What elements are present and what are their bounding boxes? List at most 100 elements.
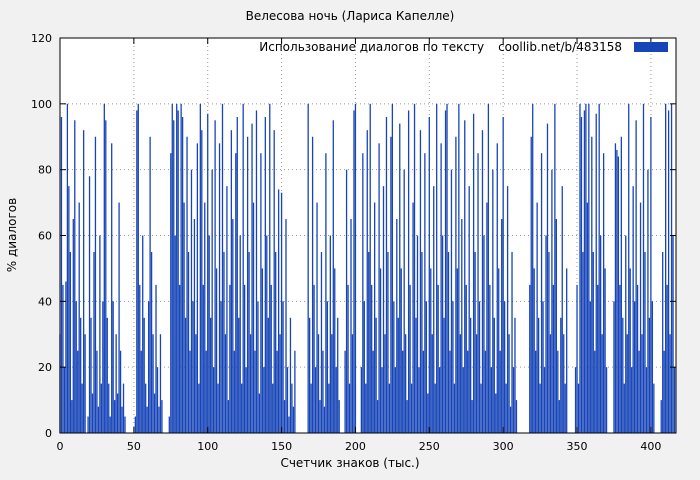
bar: [335, 367, 337, 433]
bar: [90, 317, 92, 433]
bar: [78, 202, 80, 433]
bar: [242, 103, 244, 433]
bar: [156, 367, 159, 433]
bar: [548, 251, 550, 433]
bar: [529, 284, 531, 434]
bar: [94, 136, 97, 433]
bar: [331, 334, 333, 433]
bar: [365, 383, 367, 434]
bar: [100, 383, 103, 434]
bar: [266, 235, 268, 433]
bar: [109, 416, 111, 433]
bar: [452, 301, 454, 433]
bar: [362, 153, 364, 433]
bar: [446, 103, 448, 433]
bar: [662, 251, 664, 433]
bar: [631, 367, 633, 433]
bar: [394, 367, 396, 433]
bar: [334, 268, 336, 433]
bar: [585, 103, 587, 433]
bar: [496, 143, 498, 433]
bar: [419, 130, 422, 434]
bar: [554, 103, 556, 433]
bar: [292, 406, 295, 433]
bar: [650, 117, 652, 433]
legend-source: coollib.net/b/483158: [498, 40, 622, 54]
bar: [464, 120, 466, 433]
bar: [106, 317, 108, 433]
bar: [238, 317, 240, 433]
bar: [387, 251, 389, 433]
bar: [591, 136, 593, 433]
bar: [558, 400, 560, 433]
bar: [381, 367, 383, 433]
bar: [186, 136, 188, 433]
bar: [430, 268, 432, 433]
bar: [532, 103, 534, 433]
bar: [168, 416, 170, 433]
bar: [470, 317, 472, 433]
bar: [257, 301, 259, 433]
bar: [332, 120, 334, 433]
bar: [638, 350, 640, 433]
bar: [236, 117, 238, 433]
bar: [196, 143, 199, 433]
bar: [629, 268, 631, 433]
bar: [227, 400, 230, 433]
bar: [379, 268, 382, 433]
bar: [440, 143, 442, 433]
bar: [224, 334, 227, 433]
bar: [161, 400, 163, 433]
bar: [374, 202, 376, 433]
bar: [245, 367, 247, 433]
bar: [142, 235, 144, 433]
bar: [390, 136, 392, 433]
bar: [140, 350, 142, 433]
bar: [536, 202, 538, 433]
x-tick-label: 200: [345, 440, 366, 453]
bar: [439, 367, 441, 433]
bar: [391, 103, 394, 433]
bar: [589, 301, 591, 433]
bar: [218, 143, 221, 433]
bar: [555, 219, 557, 433]
bar: [282, 301, 284, 433]
bar: [283, 400, 286, 433]
bar: [103, 103, 105, 433]
bar: [239, 235, 241, 433]
bar: [486, 202, 488, 433]
bar: [586, 202, 589, 433]
x-axis-label: Счетчик знаков (тыс.): [280, 456, 420, 470]
x-tick-label: 100: [197, 440, 218, 453]
bar: [375, 317, 377, 433]
bar: [190, 169, 193, 434]
y-tick-label: 0: [45, 427, 52, 440]
bar: [210, 317, 212, 433]
bar: [514, 317, 516, 433]
bar: [415, 317, 417, 433]
bar: [376, 400, 379, 433]
bar: [540, 153, 543, 433]
bar: [511, 251, 513, 433]
bar: [286, 367, 289, 433]
bar: [580, 117, 583, 433]
y-tick-label: 100: [31, 98, 52, 111]
bar: [351, 334, 354, 433]
bar: [421, 251, 423, 433]
bar: [269, 103, 271, 433]
bar: [338, 400, 340, 433]
bar: [535, 350, 537, 433]
bar: [622, 317, 624, 433]
bar: [112, 301, 114, 433]
bar: [143, 317, 145, 433]
bar: [328, 383, 330, 434]
bar: [244, 284, 246, 434]
bar: [628, 103, 630, 433]
bar: [549, 334, 552, 433]
bar: [481, 130, 484, 434]
bar: [453, 383, 456, 434]
bar: [97, 406, 100, 433]
x-tick-label: 150: [271, 440, 292, 453]
bar: [317, 334, 320, 433]
